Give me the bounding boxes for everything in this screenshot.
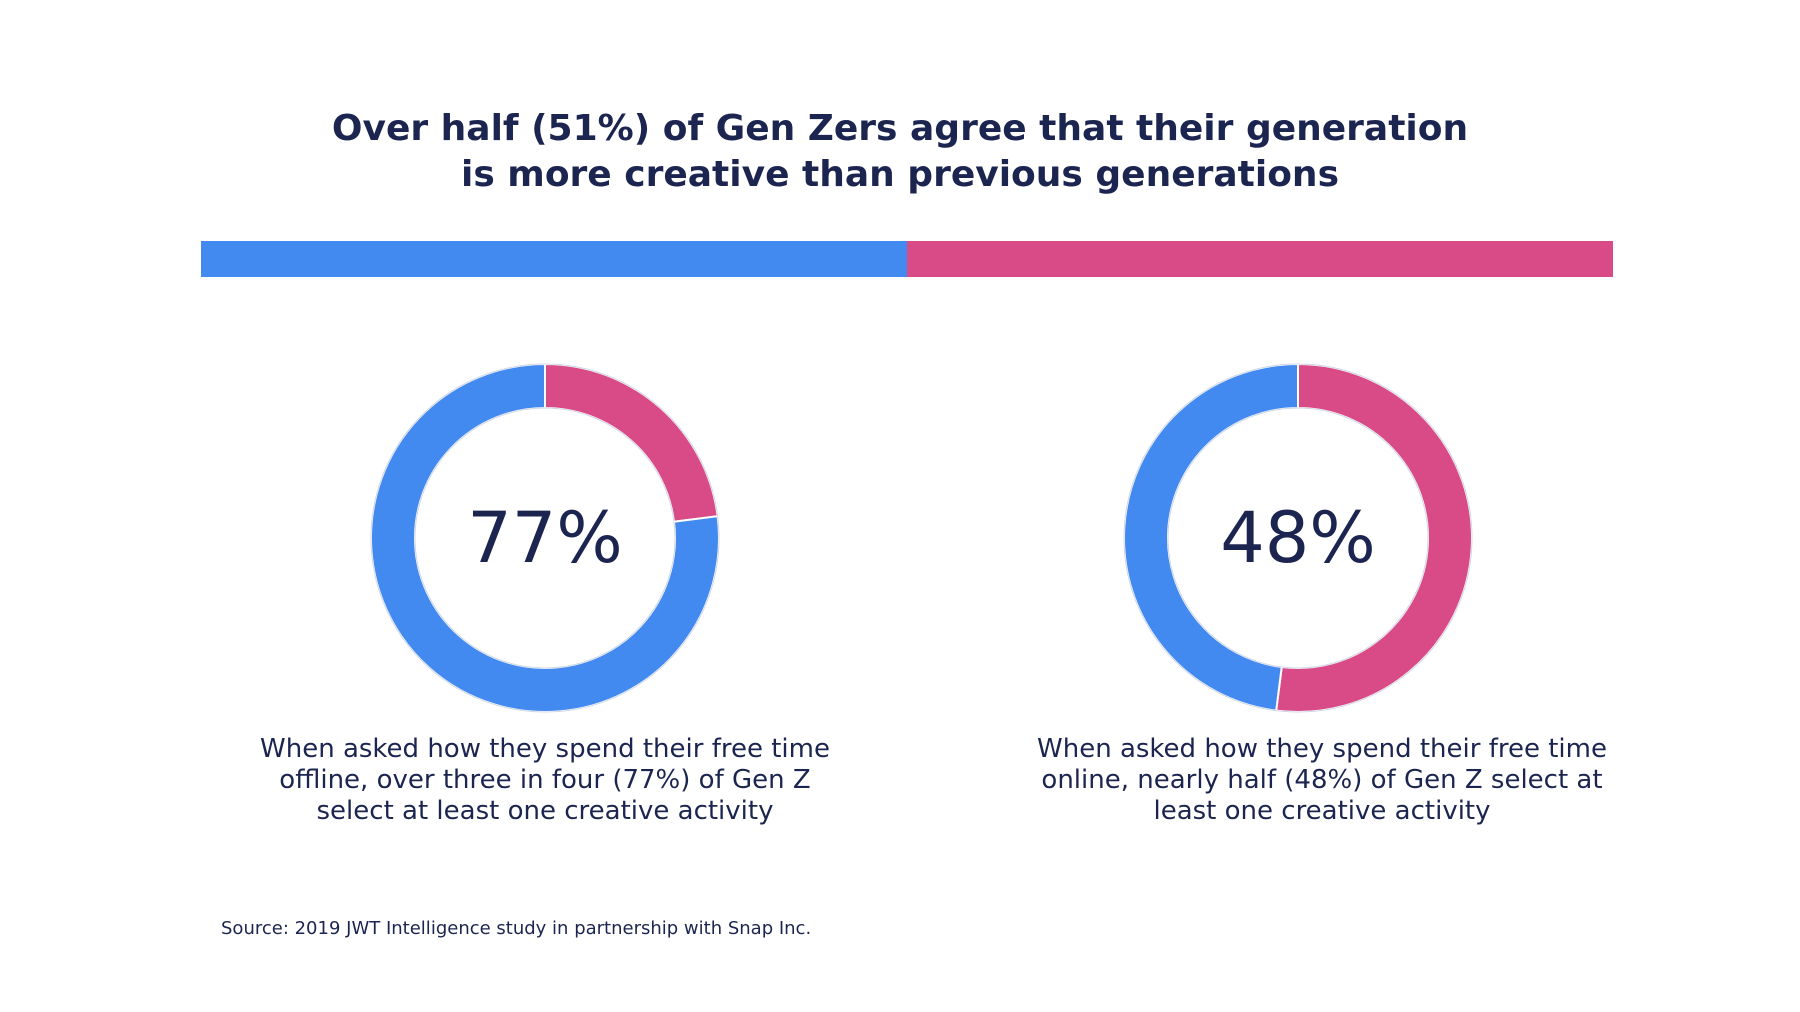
- donut-online-slices: [1123, 362, 1473, 713]
- caption-online-line-2: online, nearly half (48%) of Gen Z selec…: [1041, 765, 1603, 795]
- donut-online-ring-outline-1: [1123, 363, 1473, 713]
- caption-online-line-3: least one creative activity: [1153, 796, 1491, 826]
- donut-online-ring-outline-2: [1167, 407, 1429, 669]
- split-bar-segment-2: [907, 241, 1613, 277]
- split-bar: [201, 241, 1613, 277]
- donut-online-center-label: 48%: [1220, 497, 1376, 579]
- donut-offline-ring-outline-1: [370, 363, 720, 713]
- headline-line-1: Over half (51%) of Gen Zers agree that t…: [331, 108, 1469, 149]
- caption-online-line-1: When asked how they spend their free tim…: [1037, 734, 1607, 764]
- caption-offline: When asked how they spend their free tim…: [225, 734, 865, 827]
- split-bar-segment-1: [201, 241, 907, 277]
- caption-offline-line-3: select at least one creative activity: [316, 796, 774, 826]
- caption-offline-line-1: When asked how they spend their free tim…: [260, 734, 830, 764]
- donut-online-svg: 48%: [1123, 362, 1473, 713]
- caption-online: When asked how they spend their free tim…: [1002, 734, 1642, 827]
- source-note: Source: 2019 JWT Intelligence study in p…: [221, 918, 812, 939]
- headline-line-2: is more creative than previous generatio…: [461, 154, 1339, 195]
- donut-chart-online: 48%: [1122, 362, 1474, 714]
- headline: Over half (51%) of Gen Zers agree that t…: [300, 106, 1500, 198]
- caption-offline-line-2: offline, over three in four (77%) of Gen…: [279, 765, 811, 795]
- donut-offline-center-label: 77%: [467, 497, 623, 579]
- donut-offline-svg: 77%: [370, 362, 720, 713]
- donut-chart-offline: 77%: [369, 362, 721, 714]
- donut-offline-slices: [370, 362, 720, 713]
- donut-offline-ring-outline-2: [414, 407, 676, 669]
